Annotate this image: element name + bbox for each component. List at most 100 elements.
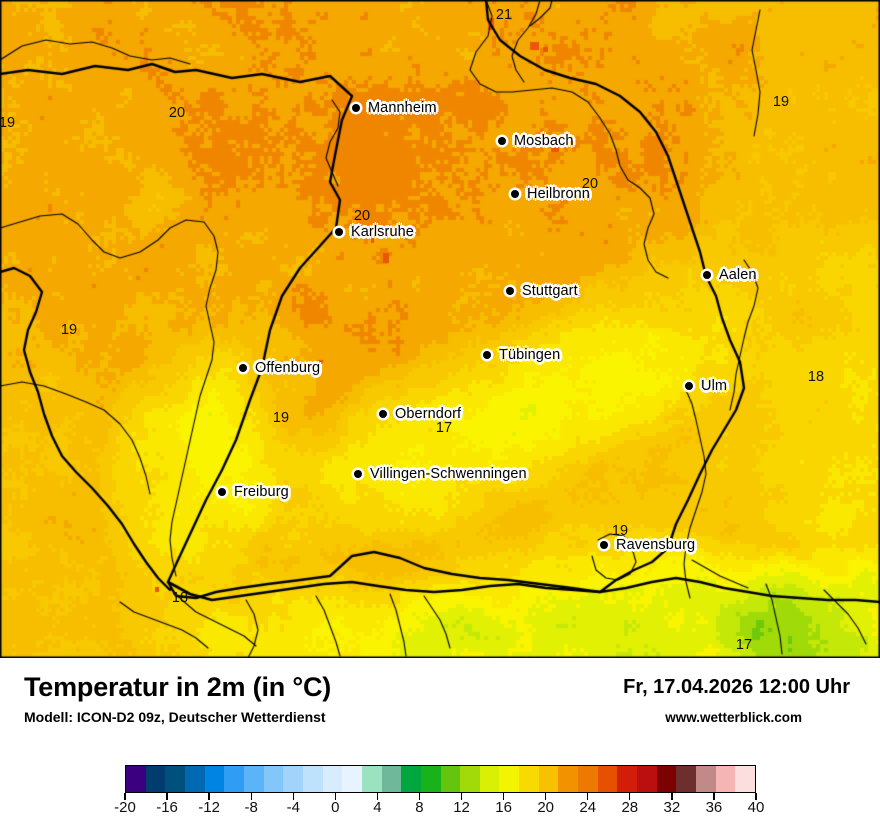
- colorbar-swatch-6: [243, 766, 264, 792]
- colorbar-swatch-23: [578, 766, 598, 792]
- city-label: Mosbach: [514, 133, 574, 149]
- city-marker[interactable]: Villingen-Schwenningen: [354, 466, 527, 482]
- city-label: Oberndorf: [395, 406, 462, 422]
- colorbar-swatch-27: [656, 766, 677, 792]
- city-label: Karlsruhe: [351, 224, 414, 240]
- temperature-value-label: 18: [807, 369, 825, 385]
- colorbar-tick-label: 4: [373, 799, 382, 816]
- colorbar-tick-label: 12: [453, 799, 470, 816]
- city-marker[interactable]: Oberndorf: [379, 406, 461, 422]
- temperature-value-label: 20: [581, 176, 599, 192]
- temperature-value-label: 19: [772, 94, 790, 110]
- colorbar-tick: [418, 793, 421, 800]
- colorbar-tick-labels: -20 -16 -12 -8 -4 0 4 8 12 16 20 24 28 32 36 40: [114, 799, 764, 821]
- temperature-value-label: 17: [735, 637, 753, 653]
- colorbar-tick: [544, 793, 547, 800]
- colorbar-tick: [208, 793, 210, 800]
- city-label: Tübingen: [499, 347, 561, 363]
- colorbar-tick: [713, 793, 715, 800]
- colorbar-tick-label: -4: [286, 799, 300, 816]
- colorbar-tick: [166, 793, 168, 800]
- colorbar-swatch-2: [165, 766, 185, 792]
- colorbar-swatch-26: [637, 766, 657, 792]
- colorbar: -20 -16 -12 -8 -4 0 4 8 12 16 20 24 28 32 36 40: [114, 765, 764, 816]
- city-marker[interactable]: Aalen: [703, 267, 757, 283]
- colorbar-tick-label: 8: [415, 799, 424, 816]
- colorbar-tick: [124, 793, 126, 800]
- city-dot-icon: [239, 364, 247, 372]
- colorbar-swatch-31: [735, 766, 755, 792]
- city-dot-icon: [379, 410, 387, 418]
- colorbar-swatch-9: [302, 766, 323, 792]
- colorbar-swatch-28: [676, 766, 697, 792]
- colorbar-tick-label: -12: [198, 799, 220, 816]
- temperature-value-label: 20: [168, 105, 186, 121]
- city-label: Freiburg: [234, 484, 289, 500]
- city-label: Ravensburg: [616, 537, 696, 553]
- colorbar-tick: [292, 793, 294, 800]
- colorbar-tick-label: 32: [663, 799, 681, 816]
- city-label: Aalen: [719, 267, 757, 283]
- city-marker[interactable]: Heilbronn: [511, 186, 590, 202]
- city-marker[interactable]: Freiburg: [218, 484, 289, 500]
- city-label: Heilbronn: [527, 186, 590, 202]
- colorbar-tick: [376, 793, 379, 800]
- city-dot-icon: [218, 488, 226, 496]
- colorbar-tick-label: -8: [244, 799, 258, 816]
- colorbar-swatch-8: [283, 766, 303, 792]
- colorbar-tick: [755, 793, 757, 800]
- city-label: Villingen-Schwenningen: [370, 466, 527, 482]
- colorbar-swatch-7: [263, 766, 284, 792]
- city-dot-icon: [506, 287, 514, 295]
- footer: Temperatur in 2m (in °C) Modell: ICON-D2…: [0, 658, 880, 830]
- city-dot-icon: [335, 228, 343, 236]
- colorbar-swatch-20: [519, 766, 539, 792]
- colorbar-tick-label: 36: [705, 799, 723, 816]
- temperature-value-label: 21: [495, 7, 513, 23]
- city-marker[interactable]: Ravensburg: [600, 537, 695, 553]
- city-label: Mannheim: [368, 100, 437, 116]
- temperature-value-label: 20: [353, 208, 371, 224]
- colorbar-tick-label: 0: [331, 799, 340, 816]
- city-dot-icon: [352, 104, 360, 112]
- colorbar-swatch-14: [401, 766, 421, 792]
- city-marker[interactable]: Ulm: [685, 378, 727, 394]
- colorbar-swatch-15: [420, 766, 441, 792]
- city-label: Stuttgart: [522, 283, 578, 299]
- colorbar-swatch-16: [440, 766, 461, 792]
- city-marker[interactable]: Offenburg: [239, 360, 320, 376]
- colorbar-tick: [502, 793, 505, 800]
- colorbar-tick-label: -20: [114, 799, 136, 816]
- colorbar-tick-label: 24: [579, 799, 597, 816]
- city-label: Ulm: [701, 378, 728, 394]
- colorbar-swatch-5: [224, 766, 244, 792]
- colorbar-swatch-12: [361, 766, 382, 792]
- city-dot-icon: [685, 382, 693, 390]
- city-dot-icon: [600, 541, 608, 549]
- city-marker[interactable]: Mannheim: [352, 100, 437, 116]
- colorbar-tick-label: 28: [621, 799, 639, 816]
- colorbar-swatch-24: [597, 766, 618, 792]
- city-marker[interactable]: Tübingen: [483, 347, 560, 363]
- colorbar-swatch-30: [715, 766, 736, 792]
- city-label: Offenburg: [255, 360, 321, 376]
- city-marker[interactable]: Karlsruhe: [335, 224, 414, 240]
- temperature-value-label: 17: [435, 420, 453, 436]
- city-marker[interactable]: Mosbach: [498, 133, 574, 149]
- website-label: www.wetterblick.com: [665, 710, 802, 725]
- colorbar-tick: [629, 793, 631, 800]
- temperature-value-label: 19: [60, 322, 78, 338]
- colorbar-ticks: [124, 793, 757, 800]
- temperature-value-label: 19: [0, 115, 16, 131]
- colorbar-tick-label: 40: [747, 799, 765, 816]
- forecast-datetime: Fr, 17.04.2026 12:00 Uhr: [623, 676, 850, 698]
- city-dot-icon: [354, 470, 362, 478]
- city-dot-icon: [511, 190, 519, 198]
- colorbar-swatch-22: [558, 766, 579, 792]
- colorbar-swatch-0: [126, 766, 146, 792]
- colorbar-swatches: [125, 765, 756, 793]
- map-label-overlay: Mannheim Mosbach Heilbronn Karlsruhe Stuttga…: [0, 7, 825, 653]
- colorbar-tick-label: -16: [156, 799, 178, 816]
- temperature-map[interactable]: Mannheim Mosbach Heilbronn Karlsruhe Stuttga…: [0, 0, 880, 658]
- city-marker[interactable]: Stuttgart: [506, 283, 578, 299]
